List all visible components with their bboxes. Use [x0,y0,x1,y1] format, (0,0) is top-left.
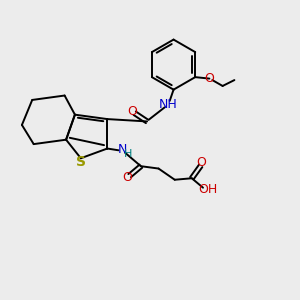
Text: O: O [204,72,214,85]
Text: OH: OH [199,183,218,196]
Text: NH: NH [159,98,178,111]
Text: O: O [196,157,206,169]
Text: N: N [118,142,127,156]
Text: O: O [122,172,132,184]
Text: H: H [123,149,132,159]
Text: O: O [128,105,138,118]
Text: S: S [76,155,86,169]
